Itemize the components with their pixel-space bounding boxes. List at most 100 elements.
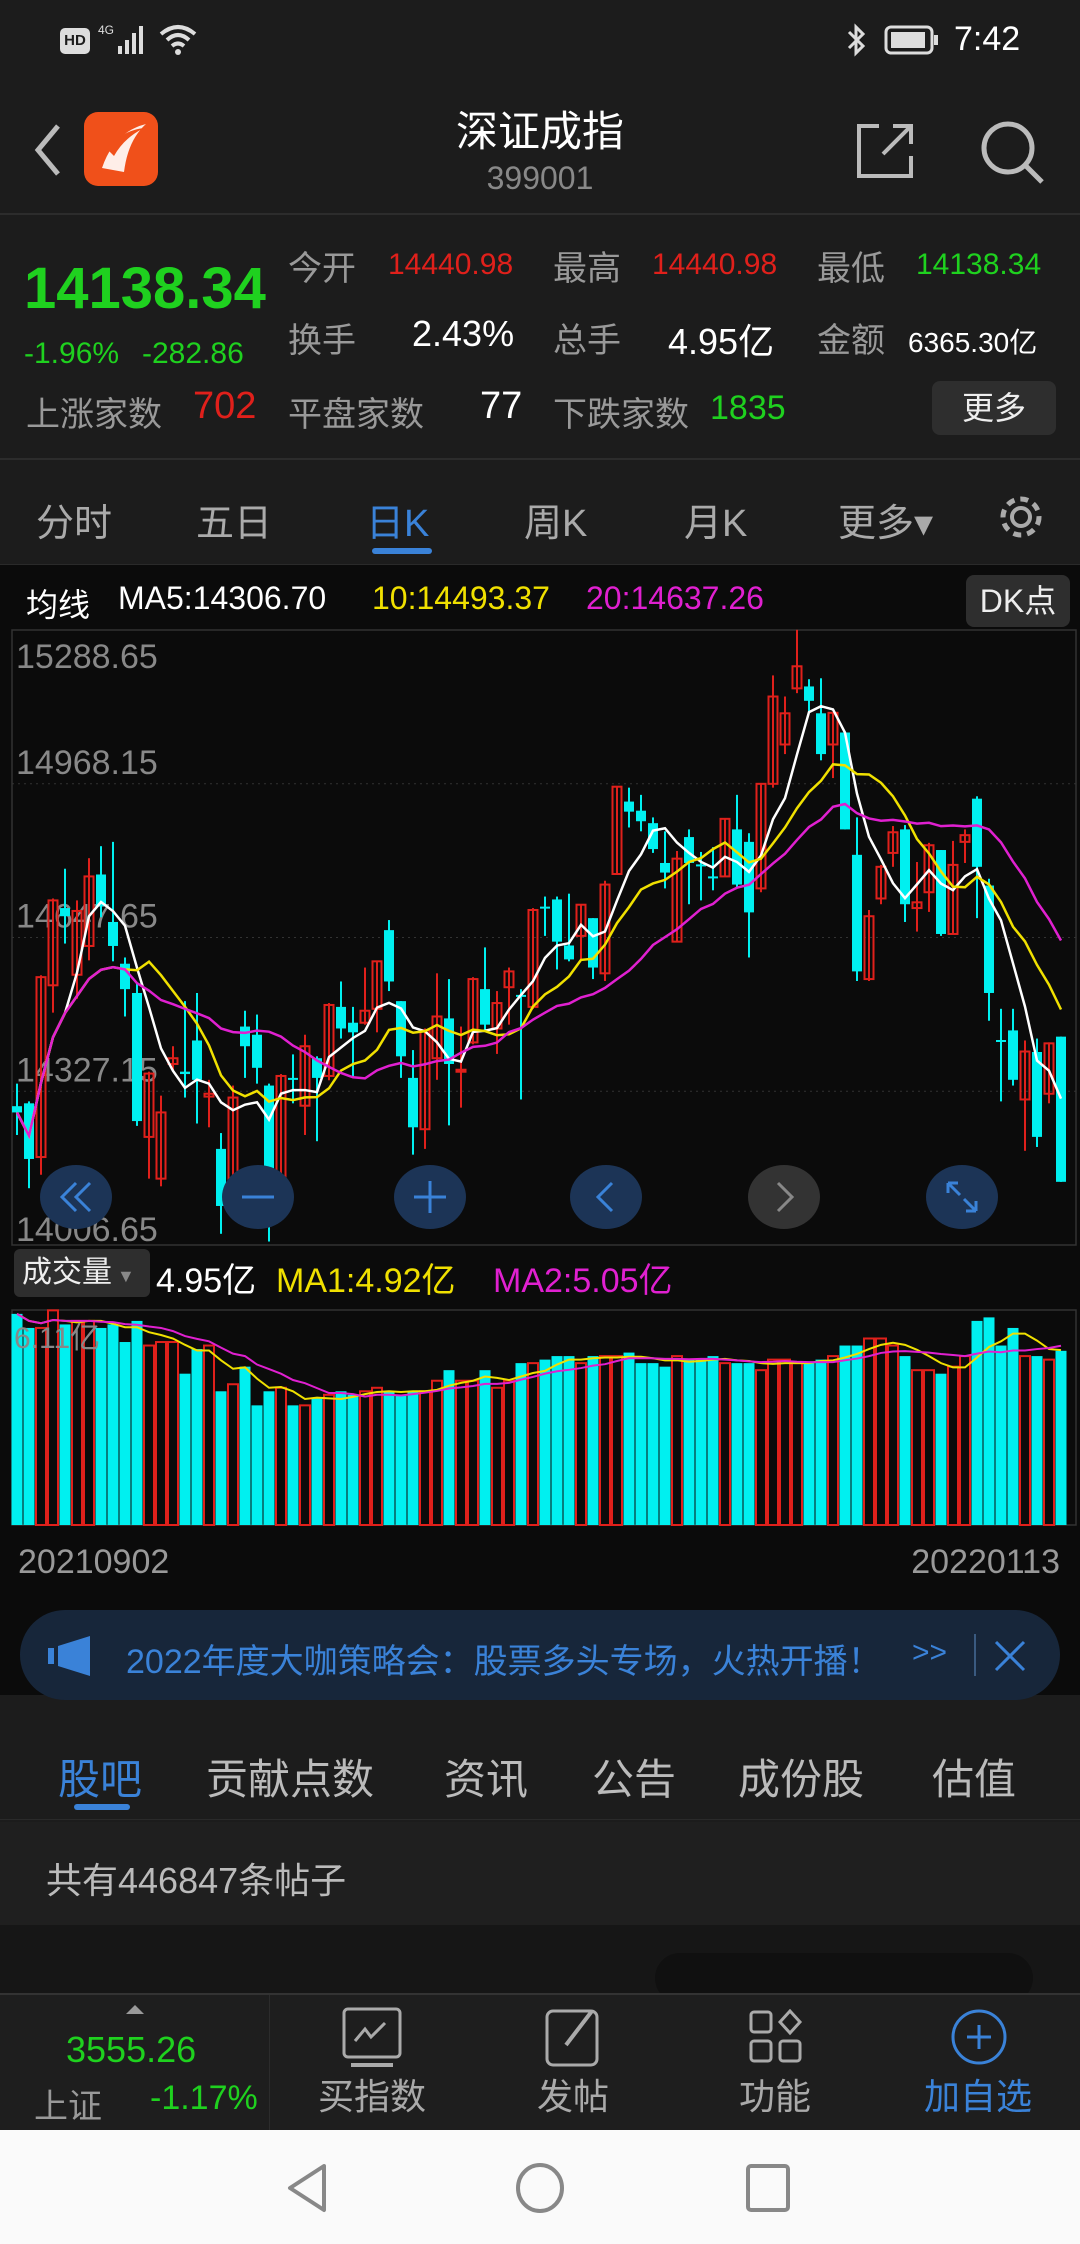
volume-bar bbox=[995, 1345, 1007, 1525]
tab-news[interactable]: 资讯 bbox=[444, 1756, 529, 1803]
volume-bar bbox=[743, 1363, 755, 1525]
tab-guba[interactable]: 股吧 bbox=[58, 1756, 143, 1803]
share-icon[interactable] bbox=[855, 120, 917, 182]
promo-banner[interactable]: 2022年度大咖策略会：股票多头专场，火热开播！ >> bbox=[20, 1610, 1060, 1700]
tab-five-day[interactable]: 五日 bbox=[196, 503, 273, 545]
candle-down bbox=[588, 918, 598, 968]
x-start-date: 20210902 bbox=[18, 1543, 170, 1581]
back-icon[interactable] bbox=[28, 120, 68, 180]
volume-bar bbox=[887, 1344, 899, 1526]
tab-contribution[interactable]: 贡献点数 bbox=[206, 1756, 375, 1803]
volume-ma-line bbox=[16, 1313, 1062, 1398]
volume-bar bbox=[287, 1405, 299, 1525]
search-icon[interactable] bbox=[978, 118, 1046, 186]
candle-up bbox=[359, 1009, 371, 1024]
quote-panel: 14138.34 -1.96% -282.86 今开 14440.98 最高 1… bbox=[0, 217, 1080, 460]
volume-bar bbox=[911, 1369, 923, 1527]
volume-bar bbox=[11, 1313, 23, 1525]
candle-up bbox=[767, 695, 779, 785]
ma-line-10 bbox=[15, 763, 1063, 1140]
functions-button[interactable]: 功能 bbox=[690, 1995, 860, 2132]
add-watchlist-button[interactable]: 加自选 bbox=[893, 1995, 1063, 2132]
more-button[interactable]: 更多 bbox=[932, 381, 1056, 435]
volume-bar bbox=[491, 1386, 503, 1526]
candle-down bbox=[216, 1148, 226, 1206]
tab-intraday[interactable]: 分时 bbox=[36, 503, 113, 545]
tab-valuation[interactable]: 估值 bbox=[932, 1756, 1017, 1803]
buy-index-button[interactable]: 买指数 bbox=[287, 1995, 457, 2132]
volume-bar bbox=[947, 1365, 959, 1526]
volume-bar bbox=[395, 1394, 407, 1525]
candle-down bbox=[240, 1026, 250, 1047]
rewind-button[interactable] bbox=[40, 1165, 112, 1229]
advancers-label: 上涨家数 bbox=[26, 396, 162, 434]
current-price: 14138.34 bbox=[24, 256, 266, 321]
change-pct: -1.96% bbox=[24, 337, 120, 370]
header: 深证成指 399001 bbox=[0, 80, 1080, 215]
volume-bar bbox=[707, 1356, 719, 1525]
kline-chart[interactable]: 15288.6514968.1514647.6514327.1514006.65… bbox=[0, 565, 1080, 1695]
nav-recents-icon[interactable] bbox=[744, 2162, 794, 2214]
candle-down bbox=[408, 1077, 418, 1128]
zoom-out-button[interactable] bbox=[222, 1165, 294, 1229]
candle-up bbox=[827, 711, 839, 746]
volume-bar bbox=[539, 1359, 551, 1525]
banner-more[interactable]: >> bbox=[912, 1636, 948, 1669]
candle-up bbox=[887, 831, 899, 854]
banner-text[interactable]: 2022年度大咖策略会：股票多头专场，火热开播！ bbox=[126, 1643, 882, 1681]
post-button[interactable]: 发帖 bbox=[488, 1995, 658, 2132]
nav-home-icon[interactable] bbox=[512, 2162, 568, 2214]
tab-constituents[interactable]: 成份股 bbox=[738, 1756, 865, 1803]
indicator-selector[interactable]: 成交量 ▼ bbox=[14, 1249, 150, 1297]
close-icon[interactable] bbox=[990, 1636, 1030, 1676]
content-tabs: 股吧 贡献点数 资讯 公告 成份股 估值 bbox=[0, 1718, 1080, 1820]
volume-bar bbox=[371, 1386, 383, 1526]
ma-line-20 bbox=[15, 802, 1063, 1140]
volume-bar bbox=[1007, 1327, 1019, 1525]
volume-bar bbox=[251, 1405, 263, 1525]
candle-up bbox=[467, 978, 479, 1044]
settings-gear-icon[interactable] bbox=[996, 492, 1046, 542]
edit-icon bbox=[545, 2009, 599, 2067]
volume-bar bbox=[275, 1386, 287, 1526]
dk-point-button[interactable]: DK点 bbox=[966, 575, 1070, 627]
zoom-in-button[interactable] bbox=[394, 1165, 466, 1229]
shanghai-index-ticker[interactable]: 3555.26 上证 -1.17% bbox=[0, 1995, 270, 2132]
wifi-icon bbox=[159, 25, 197, 55]
volume-bar bbox=[719, 1362, 731, 1527]
high-label: 最高 bbox=[553, 250, 621, 288]
volume-bar bbox=[323, 1393, 335, 1526]
volume-bar bbox=[1019, 1355, 1031, 1526]
nav-back-icon[interactable] bbox=[284, 2162, 334, 2214]
candle-up bbox=[611, 785, 623, 876]
volume-bar bbox=[659, 1366, 671, 1525]
active-subtab-indicator bbox=[74, 1804, 130, 1810]
tab-announcements[interactable]: 公告 bbox=[592, 1756, 677, 1803]
volume-bar bbox=[239, 1366, 251, 1525]
prev-button[interactable] bbox=[570, 1165, 642, 1229]
tab-weekly-k[interactable]: 周K bbox=[524, 503, 588, 545]
candle-down bbox=[684, 837, 694, 863]
volume-bar bbox=[827, 1355, 839, 1526]
dropdown-icon: ▼ bbox=[112, 1266, 135, 1286]
volume-bar bbox=[899, 1356, 911, 1525]
candle-down bbox=[444, 1018, 454, 1064]
volume-bar bbox=[299, 1404, 311, 1526]
volume-bar bbox=[311, 1398, 323, 1525]
candle-down bbox=[996, 1039, 1006, 1042]
post-count: 共有446847条帖子 bbox=[46, 1860, 347, 1901]
candle-down bbox=[12, 1106, 22, 1113]
unchanged-label: 平盘家数 bbox=[288, 396, 424, 434]
volume-bar bbox=[503, 1379, 515, 1527]
tab-monthly-k[interactable]: 月K bbox=[684, 503, 748, 545]
chart-screen-icon bbox=[342, 2007, 402, 2067]
candle-down bbox=[480, 989, 490, 1025]
volume-bar bbox=[635, 1363, 647, 1525]
next-button[interactable] bbox=[748, 1165, 820, 1229]
volume-bar bbox=[335, 1391, 347, 1525]
fullscreen-button[interactable] bbox=[926, 1165, 998, 1229]
tab-more[interactable]: 更多▾ bbox=[838, 503, 934, 545]
tab-daily-k[interactable]: 日K bbox=[366, 503, 430, 545]
candle-up bbox=[875, 865, 887, 900]
volume-bar bbox=[515, 1363, 527, 1525]
